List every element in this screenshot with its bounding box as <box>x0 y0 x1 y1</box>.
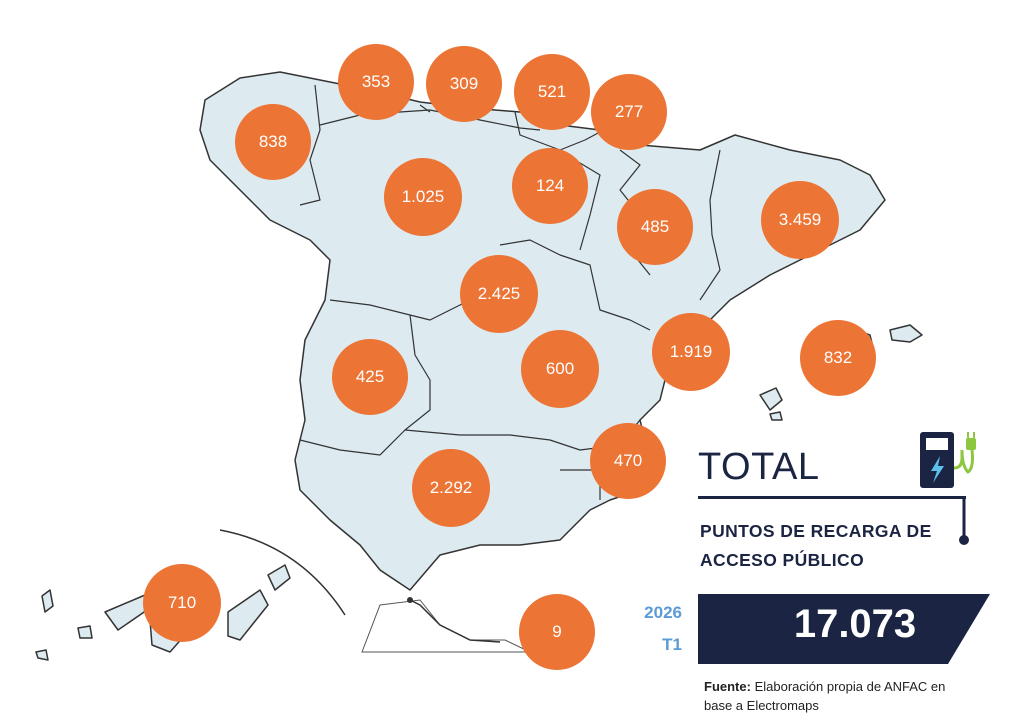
bubble-galicia: 838 <box>235 104 311 180</box>
bubble-baleares: 832 <box>800 320 876 396</box>
bubble-asturias: 353 <box>338 44 414 120</box>
ceuta-melilla-inset <box>361 599 531 653</box>
bubble-pais-vasco: 521 <box>514 54 590 130</box>
formentera <box>769 411 783 421</box>
bubble-canarias: 710 <box>143 564 221 642</box>
ibiza <box>759 387 783 411</box>
bubble-aragon: 485 <box>617 189 693 265</box>
canary-separator <box>219 529 346 616</box>
bubble-cataluna: 3.459 <box>761 181 839 259</box>
bubble-madrid: 2.425 <box>460 255 538 333</box>
total-value-box <box>698 594 990 664</box>
bubble-la-rioja: 124 <box>512 148 588 224</box>
bubble-castilla-la-mancha: 600 <box>521 330 599 408</box>
bubble-andalucia: 2.292 <box>412 449 490 527</box>
source-text: Elaboración propia de ANFAC en base a El… <box>704 679 946 713</box>
bubble-navarra: 277 <box>591 74 667 150</box>
menorca <box>889 324 923 343</box>
lanzarote <box>267 564 291 591</box>
period-quarter: T1 <box>662 635 682 654</box>
period-year: 2026 <box>644 603 682 622</box>
source-label: Fuente: <box>704 679 751 694</box>
bubble-murcia: 470 <box>590 423 666 499</box>
total-subtitle: PUNTOS DE RECARGA DE ACCESO PÚBLICO <box>700 521 932 570</box>
bubble-ceuta-melilla: 9 <box>519 594 595 670</box>
total-value: 17.073 <box>793 602 917 646</box>
total-title: TOTAL <box>698 446 820 488</box>
la-gomera <box>77 625 93 639</box>
total-divider <box>698 496 966 499</box>
el-hierro <box>35 649 49 661</box>
bubble-extremadura: 425 <box>332 339 408 415</box>
bubble-cantabria: 309 <box>426 46 502 122</box>
la-palma <box>41 589 54 613</box>
fuerteventura <box>227 589 269 641</box>
source-note: Fuente: Elaboración propia de ANFAC en b… <box>704 677 974 715</box>
bubble-comunidad-valenciana: 1.919 <box>652 313 730 391</box>
ev-charger-icon <box>920 432 976 545</box>
bubble-castilla-y-leon: 1.025 <box>384 158 462 236</box>
